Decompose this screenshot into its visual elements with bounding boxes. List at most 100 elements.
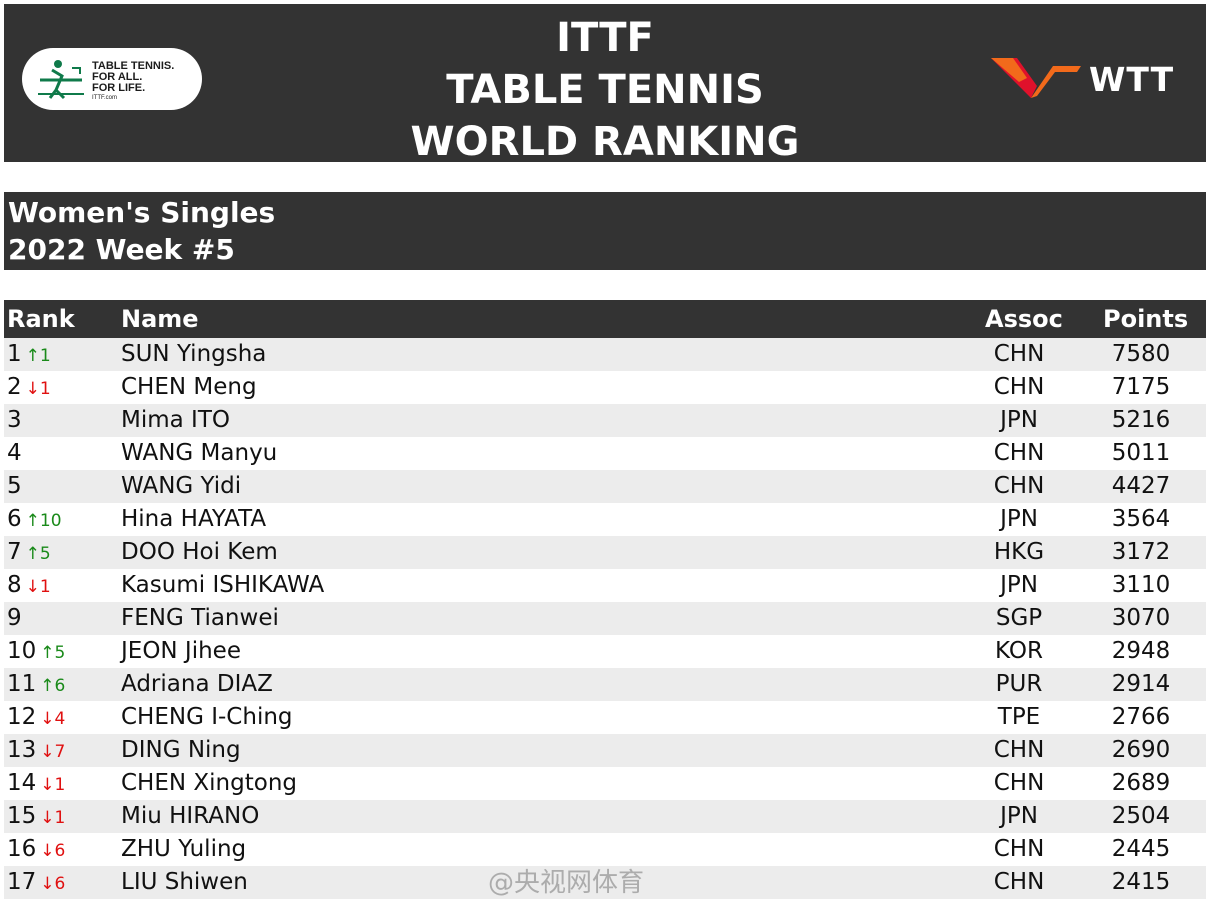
table-row: 8 ↓1 Kasumi ISHIKAWA JPN 3110 [4,569,1206,602]
ittf-slogan: TABLE TENNIS. FOR ALL. FOR LIFE. ITTF.co… [92,60,175,102]
ranking-points: 3070 [1111,605,1171,631]
table-row: 15 ↓1 Miu HIRANO JPN 2504 [4,800,1206,833]
player-name: Miu HIRANO [121,803,260,829]
rank-cell: 16 ↓6 [7,836,65,862]
watermark: @央视网体育 [488,868,645,898]
wtt-logo-text: WTT [1089,60,1175,99]
page-header: TABLE TENNIS. FOR ALL. FOR LIFE. ITTF.co… [4,4,1206,165]
rank-cell: 7 ↑5 [7,539,51,565]
ittf-logo: TABLE TENNIS. FOR ALL. FOR LIFE. ITTF.co… [22,48,202,110]
association-code: CHN [993,473,1045,499]
association-code: CHN [993,737,1045,763]
player-name: DING Ning [121,737,241,763]
ranking-points: 2445 [1111,836,1171,862]
rank-change-indicator: ↑5 [25,544,51,564]
association-code: CHN [993,341,1045,367]
table-row: 11 ↑6 Adriana DIAZ PUR 2914 [4,668,1206,701]
rank-change-indicator: ↓4 [40,709,66,729]
association-code: CHN [993,869,1045,895]
ranking-points: 2504 [1111,803,1171,829]
table-row: 12 ↓4 CHENG I-Ching TPE 2766 [4,701,1206,734]
association-code: CHN [993,836,1045,862]
player-name: LIU Shiwen [121,869,248,895]
rank-cell: 8 ↓1 [7,572,51,598]
association-code: CHN [993,374,1045,400]
table-row: 5 WANG Yidi CHN 4427 [4,470,1206,503]
player-name: SUN Yingsha [121,341,267,367]
player-name: WANG Manyu [121,440,278,466]
points-column-header: Points [1103,305,1189,333]
table-row: 4 WANG Manyu CHN 5011 [4,437,1206,470]
rank-change-indicator: ↓1 [40,775,66,795]
table-row: 6 ↑10 Hina HAYATA JPN 3564 [4,503,1206,536]
rank-number: 16 [7,836,37,862]
rank-cell: 11 ↑6 [7,671,65,697]
association-code: KOR [995,638,1043,664]
ittf-paddle-icon [38,60,84,100]
association-code: JPN [1000,803,1038,829]
player-name: FENG Tianwei [121,605,279,631]
ranking-category-banner: Women's Singles 2022 Week #5 [4,192,1206,270]
player-name: ZHU Yuling [121,836,247,862]
rank-cell: 9 [7,605,22,631]
rank-change-indicator: ↑1 [25,346,51,366]
rank-change-indicator: ↓6 [40,841,66,861]
table-body: 1 ↑1 SUN Yingsha CHN 7580 2 ↓1 CHEN Meng CHN 7175… [4,338,1206,899]
ranking-points: 5011 [1111,440,1171,466]
page-title: ITTF TABLE TENNIS WORLD RANKING [410,15,800,165]
ranking-points: 2415 [1111,869,1171,895]
rank-number: 8 [7,572,22,598]
rank-cell: 14 ↓1 [7,770,65,796]
rank-cell: 2 ↓1 [7,374,51,400]
rank-number: 7 [7,539,22,565]
rank-change-indicator: ↑10 [25,511,62,531]
player-name: Kasumi ISHIKAWA [121,572,325,598]
rank-number: 1 [7,341,22,367]
ranking-points: 3172 [1111,539,1171,565]
rank-number: 5 [7,473,22,499]
association-code: JPN [1000,407,1038,433]
rank-number: 2 [7,374,22,400]
association-code: CHN [993,440,1045,466]
association-code: JPN [1000,572,1038,598]
rank-cell: 15 ↓1 [7,803,65,829]
rank-number: 15 [7,803,37,829]
table-header: Rank Name Assoc Points [4,300,1206,338]
player-name: WANG Yidi [121,473,242,499]
rank-number: 12 [7,704,37,730]
table-row: 14 ↓1 CHEN Xingtong CHN 2689 [4,767,1206,800]
table-row: 10 ↑5 JEON Jihee KOR 2948 [4,635,1206,668]
rank-number: 11 [7,671,37,697]
association-code: TPE [997,704,1041,730]
rank-change-indicator: ↓7 [40,742,66,762]
rank-cell: 10 ↑5 [7,638,65,664]
table-row: 17 ↓6 LIU Shiwen CHN 2415 [4,866,1206,899]
name-column-header: Name [121,305,199,333]
ranking-points: 4427 [1111,473,1171,499]
rank-column-header: Rank [7,305,75,333]
table-row: 7 ↑5 DOO Hoi Kem HKG 3172 [4,536,1206,569]
rank-change-indicator: ↓1 [25,577,51,597]
rank-cell: 13 ↓7 [7,737,65,763]
rank-number: 10 [7,638,37,664]
rank-number: 6 [7,506,22,532]
ranking-points: 3110 [1111,572,1171,598]
rank-number: 13 [7,737,37,763]
ranking-points: 5216 [1111,407,1171,433]
player-name: DOO Hoi Kem [121,539,278,565]
ranking-points: 7580 [1111,341,1171,367]
rank-number: 3 [7,407,22,433]
ranking-points: 2689 [1111,770,1171,796]
ranking-week: 2022 Week #5 [8,233,235,266]
ranking-points: 7175 [1111,374,1171,400]
rank-number: 4 [7,440,22,466]
table-row: 13 ↓7 DING Ning CHN 2690 [4,734,1206,767]
player-name: Hina HAYATA [121,506,267,532]
association-code: HKG [993,539,1045,565]
category-title: Women's Singles [8,196,276,229]
rank-cell: 3 [7,407,22,433]
rank-number: 14 [7,770,37,796]
ranking-points: 2914 [1111,671,1171,697]
rank-cell: 12 ↓4 [7,704,65,730]
player-name: CHEN Xingtong [121,770,297,796]
